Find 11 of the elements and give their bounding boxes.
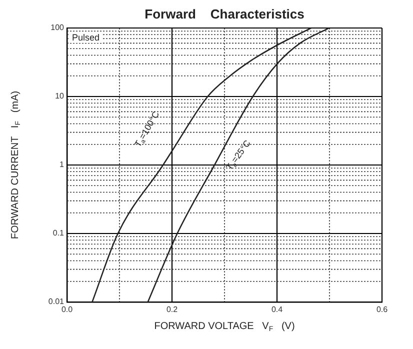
chart-title: Forward Characteristics [144, 6, 304, 22]
x-tick-label: 0.2 [166, 305, 178, 314]
x-tick-label: 0.4 [271, 305, 284, 314]
x-tick-label: 0.6 [376, 305, 388, 314]
y-tick-label: 0.01 [48, 297, 65, 306]
y-tick-label: 10 [55, 92, 65, 101]
x-tick-label: 0.0 [61, 305, 74, 314]
y-tick-label: 100 [50, 23, 65, 32]
y-tick-label: 1 [60, 160, 65, 170]
annotation: Pulsed [72, 32, 100, 42]
y-tick-label: 0.1 [52, 228, 65, 238]
